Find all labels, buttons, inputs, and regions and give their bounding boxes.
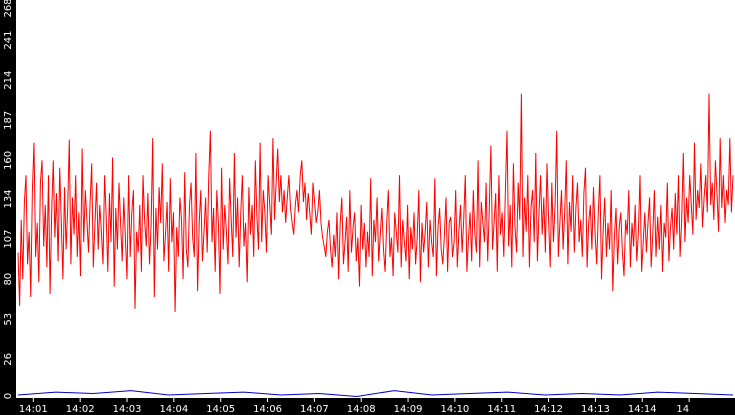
x-tick-label: 14:03 [113, 404, 142, 415]
y-tick-label: 241 [3, 31, 14, 50]
y-tick-label: 53 [3, 313, 14, 326]
y-tick-label: 26 [3, 353, 14, 366]
x-tick-label: 14:04 [159, 404, 188, 415]
y-tick-label: 107 [3, 230, 14, 249]
y-tick-label: 187 [3, 111, 14, 130]
x-tick-label: 14 [676, 404, 689, 415]
x-tick-label: 14:14 [628, 404, 657, 415]
series-line-primary [17, 93, 734, 312]
y-tick-label: 268 [3, 0, 14, 18]
x-tick-label: 14:09 [394, 404, 423, 415]
x-tick-label: 14:02 [66, 404, 95, 415]
x-tick-label: 14:10 [440, 404, 469, 415]
x-tick-label: 14:01 [19, 404, 48, 415]
x-tick-label: 14:13 [581, 404, 610, 415]
y-tick-label: 80 [3, 273, 14, 286]
x-tick-label: 14:12 [534, 404, 563, 415]
y-tick-label: 0 [3, 393, 14, 399]
x-tick-label: 14:06 [253, 404, 282, 415]
x-axis: 14:01 14:02 14:03 14:04 14:05 14:06 14:07 14:08… [19, 398, 690, 415]
x-tick-label: 14:08 [347, 404, 376, 415]
x-tick-label: 14:05 [206, 404, 235, 415]
y-tick-label: 160 [3, 151, 14, 170]
series-layer [17, 93, 734, 398]
x-tick-label: 14:07 [300, 404, 329, 415]
y-tick-label: 214 [3, 71, 14, 90]
plot-area [16, 0, 735, 398]
y-axis: 0 26 53 80 107 134 160 187 214 241 268 [3, 0, 14, 399]
y-tick-label: 134 [3, 189, 14, 208]
series-line-secondary [17, 390, 734, 398]
x-tick-label: 14:11 [487, 404, 516, 415]
